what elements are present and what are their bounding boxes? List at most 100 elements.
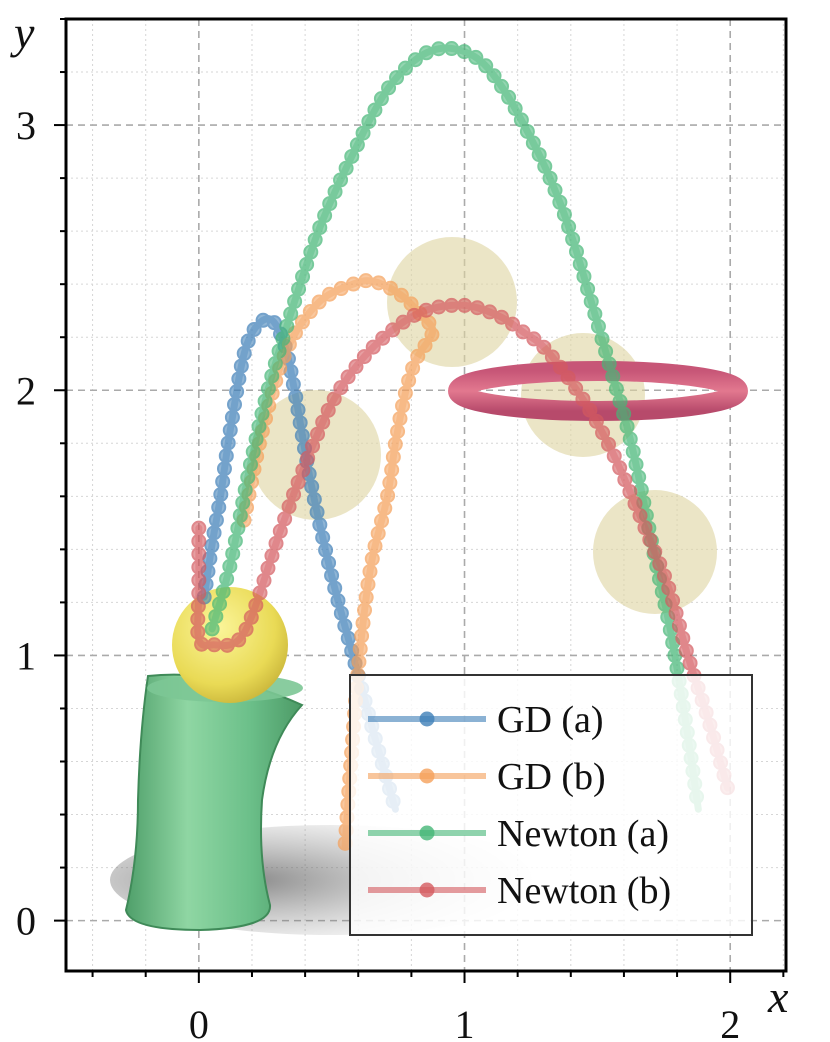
series-point (307, 232, 323, 248)
series-point (251, 418, 267, 434)
y-tick-label: 3 (16, 103, 36, 148)
legend-label: GD (a) (497, 699, 604, 741)
series-point (222, 558, 238, 574)
series-point (271, 343, 287, 359)
series-point (595, 425, 611, 441)
series-point (294, 314, 310, 330)
series-point (348, 359, 364, 375)
series-point (380, 488, 396, 504)
series-point (580, 281, 596, 297)
series-point (191, 520, 207, 536)
series-point (355, 125, 371, 141)
series-point (469, 300, 485, 316)
series-point (362, 564, 378, 580)
series-point (190, 598, 206, 614)
series-point (501, 89, 517, 105)
series-point (417, 338, 433, 354)
series-point (230, 520, 246, 536)
series-point (668, 605, 684, 621)
series-point (612, 393, 628, 409)
green-vase (124, 673, 304, 932)
y-tick-label: 0 (16, 899, 36, 944)
series-point (340, 369, 356, 385)
series-point (622, 431, 638, 447)
series-point (365, 339, 381, 355)
series-point (364, 551, 380, 567)
series-point (590, 318, 606, 334)
series-point (240, 333, 256, 349)
series-point (268, 535, 284, 551)
series-point (321, 555, 337, 571)
torus-ring (448, 361, 748, 421)
series-point (231, 632, 247, 648)
series-point (295, 462, 311, 478)
series-point (397, 385, 413, 401)
series-point (285, 376, 301, 392)
series-point (377, 500, 393, 516)
series-point (322, 196, 338, 212)
series-point (194, 636, 210, 652)
series-point (505, 316, 521, 332)
series-point (229, 384, 245, 400)
series-point (395, 398, 411, 414)
series-point (227, 533, 243, 549)
series-point (619, 418, 635, 434)
series-point (232, 507, 248, 523)
legend-marker (419, 711, 435, 727)
series-point (568, 244, 584, 260)
series-point (279, 318, 295, 334)
series-point (444, 297, 460, 313)
series-point (286, 486, 302, 502)
legend: GD (a) GD (b) Newton (a) Newton (b) (349, 674, 753, 936)
series-point (275, 331, 291, 347)
series-point (381, 80, 397, 96)
series-point (513, 112, 529, 128)
target-sphere (251, 390, 381, 520)
series-point (311, 294, 327, 310)
series-point (367, 538, 383, 554)
series-point (304, 479, 320, 495)
series-point (218, 448, 234, 464)
series-point (324, 567, 340, 583)
series-point (191, 572, 207, 588)
series-point (215, 584, 231, 600)
series-point (349, 137, 365, 153)
series-point (656, 568, 672, 584)
series-point (407, 52, 423, 68)
series-point (213, 486, 229, 502)
legend-marker (419, 882, 435, 898)
series-point (340, 630, 356, 646)
series-point (208, 608, 224, 624)
series-point (216, 461, 232, 477)
series-point (240, 469, 256, 485)
series-point (582, 402, 598, 418)
series-point (190, 611, 206, 627)
series-point (652, 556, 668, 572)
x-tick-label: 0 (189, 1002, 209, 1042)
series-point (418, 302, 434, 318)
series-point (587, 306, 603, 322)
x-axis-label: x (767, 971, 789, 1022)
series-point (257, 393, 273, 409)
series-point (486, 68, 502, 84)
series-point (256, 573, 272, 589)
series-point (547, 182, 563, 198)
series-point (424, 327, 440, 343)
series-point (456, 44, 472, 60)
series-point (601, 356, 617, 372)
series-point (204, 621, 220, 637)
series-point (354, 628, 370, 644)
series-point (519, 123, 535, 139)
series-point (361, 113, 377, 129)
series-point (295, 269, 311, 285)
series-point (631, 469, 647, 485)
series-point (267, 356, 283, 372)
series-point (288, 389, 304, 405)
series-newton-b (190, 297, 735, 796)
y-axis-label: y (10, 7, 35, 58)
series-point (309, 504, 325, 520)
series-point (191, 546, 207, 562)
series-point (444, 41, 460, 57)
series-point (552, 194, 568, 210)
series-point (560, 370, 576, 386)
